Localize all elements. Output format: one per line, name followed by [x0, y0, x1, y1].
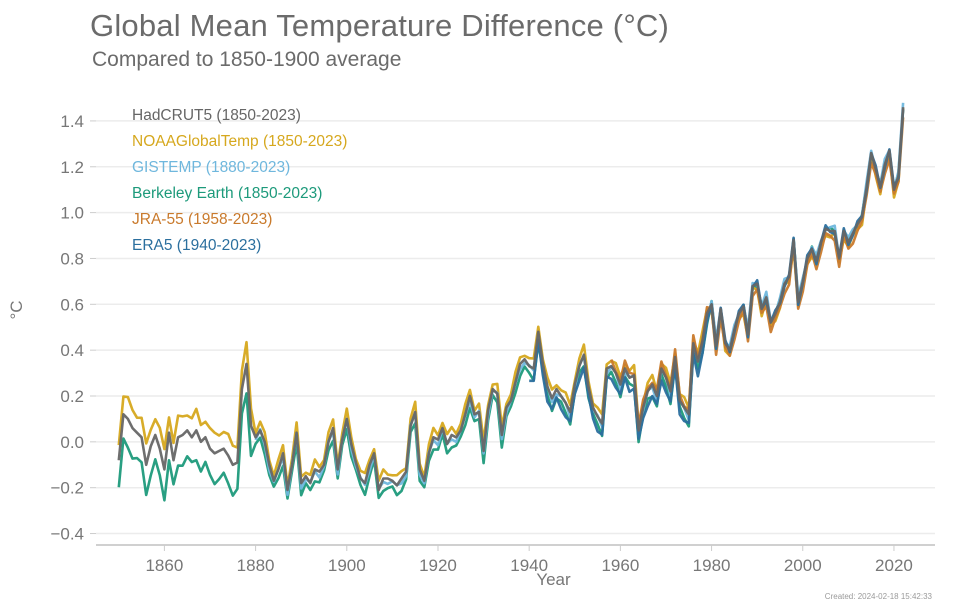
y-tick-label: 0.8: [60, 249, 84, 268]
x-tick-label: 1920: [419, 556, 457, 575]
x-tick-label: 2020: [875, 556, 913, 575]
x-tick-label: 1960: [601, 556, 639, 575]
y-tick-label: 1.4: [60, 112, 84, 131]
chart-subtitle: Compared to 1850-1900 average: [92, 48, 402, 71]
y-tick-label: 0.6: [60, 295, 84, 314]
x-tick-label: 1980: [693, 556, 731, 575]
y-tick-label: 0.4: [60, 341, 84, 360]
x-tick-label: 1860: [145, 556, 183, 575]
series-line-gistemp: [254, 102, 905, 497]
legend-item: JRA-55 (1958-2023): [132, 211, 272, 228]
chart-title: Global Mean Temperature Difference (°C): [90, 8, 670, 43]
y-tick-label: −0.4: [50, 525, 84, 544]
x-tick-label: 1900: [328, 556, 366, 575]
y-tick-label: 1.2: [60, 158, 84, 177]
x-tick-label: 1880: [237, 556, 275, 575]
legend-item: GISTEMP (1880-2023): [132, 159, 290, 176]
legend-item: Berkeley Earth (1850-2023): [132, 185, 322, 202]
y-axis-label: °C: [7, 300, 26, 319]
y-tick-label: 0.2: [60, 387, 84, 406]
series-line-jra-55: [610, 117, 905, 427]
created-timestamp: Created: 2024-02-18 15:42:33: [824, 592, 932, 601]
x-tick-label: 1940: [510, 556, 548, 575]
legend-item: HadCRUT5 (1850-2023): [132, 107, 301, 124]
series-line-era5: [529, 109, 905, 441]
y-tick-label: 0.0: [60, 433, 84, 452]
legend-item: NOAAGlobalTemp (1850-2023): [132, 133, 347, 150]
x-axis-label: Year: [536, 570, 571, 589]
series-line-hadcrut5: [117, 107, 905, 492]
x-tick-label: 2000: [784, 556, 822, 575]
y-tick-label: −0.2: [50, 479, 84, 498]
y-tick-label: 1.0: [60, 204, 84, 223]
legend-item: ERA5 (1940-2023): [132, 237, 261, 254]
